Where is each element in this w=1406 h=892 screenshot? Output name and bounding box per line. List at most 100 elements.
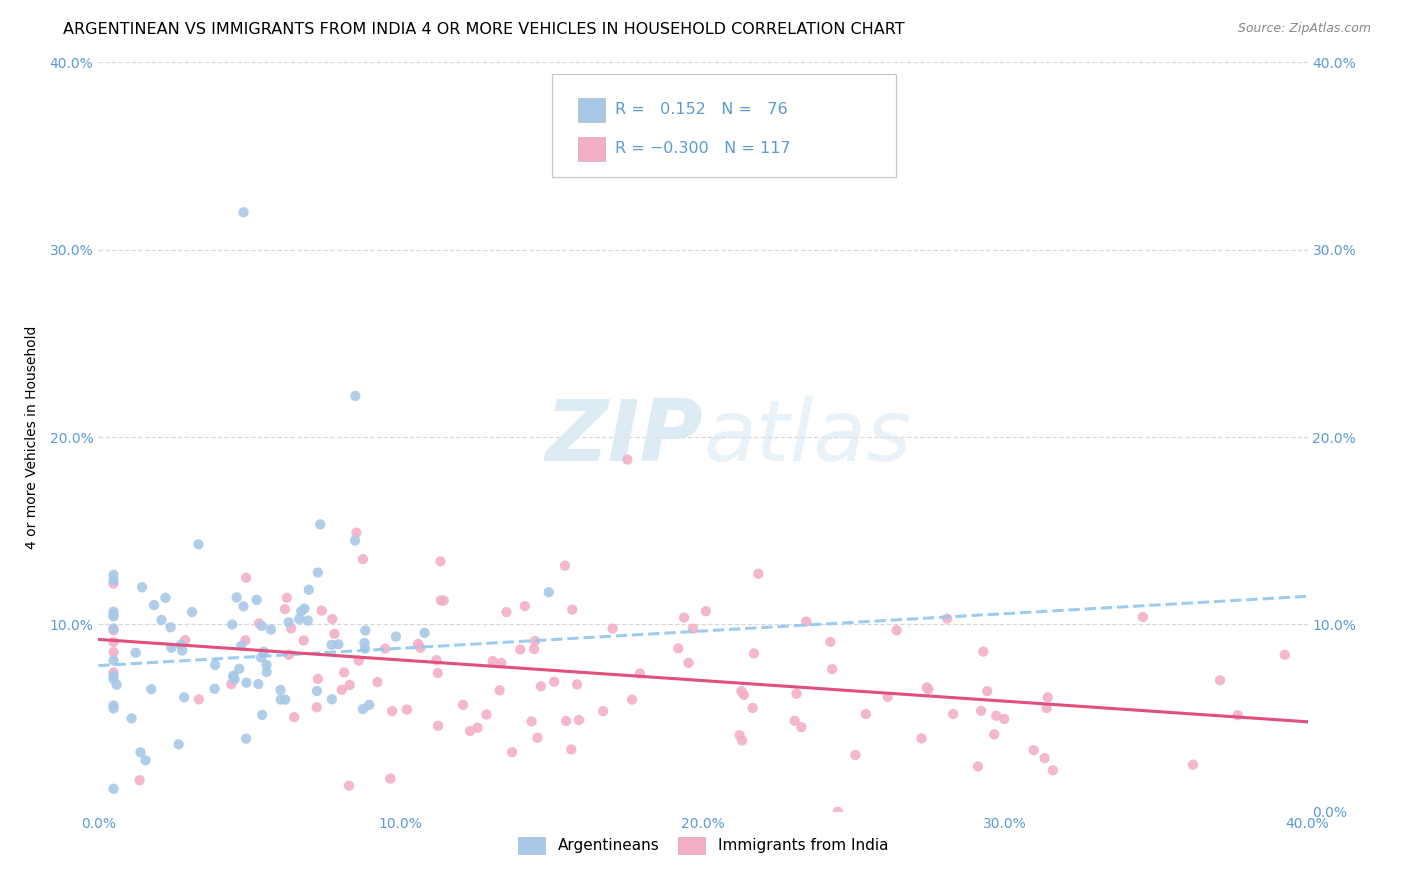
Point	[305, 684, 328, 698]
Point	[568, 713, 591, 727]
Point	[425, 653, 447, 667]
Point	[103, 698, 125, 713]
Point	[256, 657, 278, 672]
Point	[1033, 751, 1056, 765]
Point	[235, 731, 257, 746]
Point	[561, 602, 583, 616]
Point	[277, 648, 299, 662]
Point	[602, 622, 624, 636]
Point	[1274, 648, 1296, 662]
Point	[986, 708, 1008, 723]
Point	[103, 672, 125, 686]
Point	[354, 641, 377, 656]
Point	[886, 624, 908, 638]
Point	[344, 533, 367, 548]
Point	[280, 621, 302, 635]
Point	[747, 566, 769, 581]
Point	[232, 599, 254, 614]
Point	[167, 738, 190, 752]
Point	[204, 657, 226, 672]
Point	[307, 566, 329, 580]
Text: atlas: atlas	[703, 395, 911, 479]
Point	[1022, 743, 1045, 757]
Point	[673, 610, 696, 624]
Point	[352, 552, 374, 566]
Point	[274, 692, 297, 706]
Point	[993, 712, 1015, 726]
Point	[426, 666, 449, 681]
Point	[235, 633, 257, 648]
Point	[235, 571, 257, 585]
Point	[917, 682, 939, 697]
Point	[475, 707, 498, 722]
Point	[141, 682, 163, 697]
Point	[232, 205, 254, 219]
Point	[628, 666, 651, 681]
Point	[429, 554, 451, 568]
Point	[103, 574, 125, 588]
Point	[235, 675, 257, 690]
Point	[103, 576, 125, 591]
Point	[1132, 610, 1154, 624]
Point	[270, 692, 292, 706]
Point	[337, 779, 360, 793]
Point	[103, 568, 125, 582]
Point	[409, 640, 432, 655]
Point	[290, 604, 312, 618]
Point	[294, 601, 316, 615]
Point	[173, 690, 195, 705]
Point	[344, 389, 367, 403]
Point	[344, 525, 367, 540]
Point	[855, 706, 877, 721]
Point	[333, 665, 356, 680]
Point	[790, 720, 813, 734]
Point	[794, 615, 817, 629]
Point	[181, 605, 204, 619]
Point	[427, 719, 450, 733]
Point	[733, 688, 755, 702]
Point	[381, 704, 404, 718]
Point	[565, 677, 588, 691]
Point	[560, 742, 582, 756]
Point	[359, 698, 381, 712]
Point	[936, 612, 959, 626]
Point	[339, 678, 361, 692]
Point	[221, 617, 243, 632]
Point	[1181, 757, 1204, 772]
Point	[820, 635, 842, 649]
Point	[523, 642, 546, 657]
Point	[283, 710, 305, 724]
Point	[103, 781, 125, 796]
Point	[910, 731, 932, 746]
Point	[103, 645, 125, 659]
Point	[458, 724, 481, 739]
Point	[247, 616, 270, 631]
Point	[621, 692, 644, 706]
Point	[728, 728, 751, 742]
Point	[352, 702, 374, 716]
Point	[741, 701, 763, 715]
Point	[501, 745, 523, 759]
Point	[380, 772, 402, 786]
FancyBboxPatch shape	[578, 97, 605, 121]
Point	[305, 700, 328, 714]
Point	[155, 591, 177, 605]
Point	[330, 682, 353, 697]
Point	[103, 605, 125, 619]
Point	[972, 644, 994, 658]
Point	[228, 662, 250, 676]
Point	[204, 681, 226, 696]
Point	[524, 634, 547, 648]
Point	[103, 653, 125, 667]
Point	[526, 731, 548, 745]
Point	[983, 727, 1005, 741]
Point	[537, 585, 560, 599]
Point	[311, 604, 333, 618]
FancyBboxPatch shape	[551, 74, 897, 178]
Point	[543, 674, 565, 689]
FancyBboxPatch shape	[578, 136, 605, 161]
Point	[520, 714, 543, 729]
Point	[129, 745, 152, 759]
Point	[827, 805, 849, 819]
Point	[489, 656, 512, 670]
